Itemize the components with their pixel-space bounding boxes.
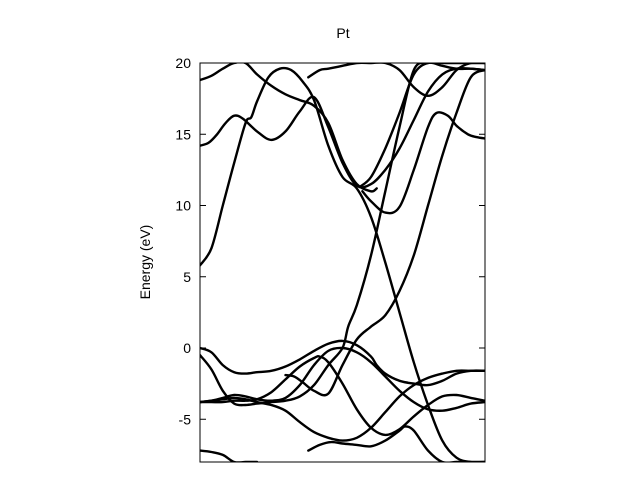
band-line-14 [200,449,259,462]
band-line-11 [284,68,485,397]
y-axis-ticks: -5 0 5 10 15 20 [175,55,485,427]
chart-title: Pt [336,25,349,41]
band-line-2 [200,67,485,189]
band-line-6 [307,63,485,97]
band-line-12 [200,369,485,442]
band-line-10 [200,355,485,437]
band-line-7 [200,339,485,387]
plot-frame [199,62,486,463]
y-axis-label: Energy (eV) [137,225,153,300]
band-line-9 [200,346,485,412]
y-tick-label: 5 [183,269,191,285]
y-tick-label: 10 [175,198,191,214]
band-lines [200,63,485,462]
band-line-13 [307,425,485,462]
y-tick-label: 0 [183,340,191,356]
y-tick-label: -5 [179,411,192,427]
band-line-3 [200,63,378,193]
band-line-1 [200,66,485,462]
band-line-4 [358,63,485,189]
band-line-5 [361,111,485,215]
y-tick-label: 15 [175,126,191,142]
y-tick-label: 20 [175,55,191,71]
